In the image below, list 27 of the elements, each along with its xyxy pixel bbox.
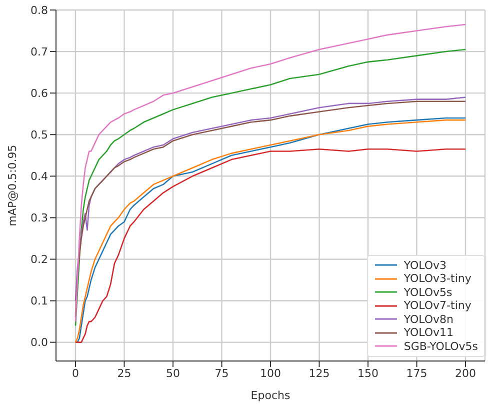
legend-label: YOLOv3 <box>404 258 447 272</box>
y-tick-label: 0.3 <box>30 212 48 225</box>
legend-label: YOLOv3-tiny <box>404 272 472 286</box>
y-axis-title: mAP@0.5:0.95 <box>6 144 19 226</box>
legend-label: YOLOv11 <box>404 326 454 340</box>
y-tick-label: 0.6 <box>30 86 48 100</box>
x-tick-label: 50 <box>166 366 180 380</box>
y-tick-label: 0.2 <box>30 253 48 266</box>
legend-label: YOLOv8n <box>404 312 454 326</box>
y-tick-label: 0.8 <box>30 4 48 17</box>
x-tick-label: 150 <box>358 366 378 380</box>
y-tick-label: 0.7 <box>30 45 48 58</box>
y-tick-label: 0.5 <box>30 128 48 142</box>
legend-label: SGB-YOLOv5s <box>404 340 478 353</box>
x-tick-label: 100 <box>260 366 281 380</box>
x-tick-label: 175 <box>406 366 428 380</box>
x-tick-label: 25 <box>117 366 132 380</box>
y-tick-label: 0.4 <box>30 170 48 184</box>
x-tick-label: 0 <box>72 366 79 380</box>
x-tick-label: 75 <box>214 366 229 380</box>
x-tick-label: 125 <box>308 366 330 380</box>
x-axis-title: Epochs <box>250 389 290 402</box>
y-tick-label: 0.0 <box>30 336 48 350</box>
x-tick-label: 200 <box>455 366 476 380</box>
y-tick-label: 0.1 <box>30 294 48 308</box>
legend-label: YOLOv5s <box>404 286 452 299</box>
legend-label: YOLOv7-tiny <box>404 299 472 312</box>
